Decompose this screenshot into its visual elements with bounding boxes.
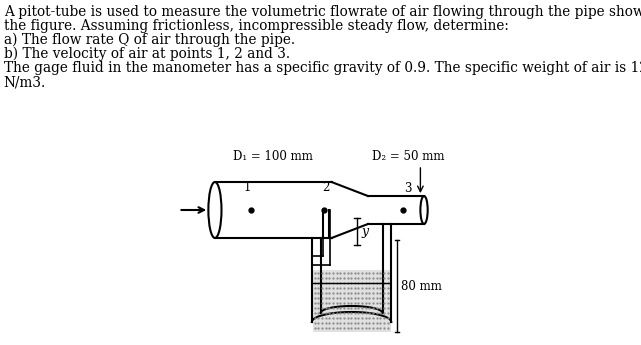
Text: The gage fluid in the manometer has a specific gravity of 0.9. The specific weig: The gage fluid in the manometer has a sp… [4, 61, 641, 75]
Text: 2: 2 [322, 181, 329, 194]
Text: the figure. Assuming frictionless, incompressible steady flow, determine:: the figure. Assuming frictionless, incom… [4, 19, 508, 33]
Bar [313, 270, 390, 332]
Text: 3: 3 [404, 182, 412, 195]
Text: b) The velocity of air at points 1, 2 and 3.: b) The velocity of air at points 1, 2 an… [4, 47, 290, 61]
Text: y: y [362, 225, 369, 238]
Text: D₂ = 50 mm: D₂ = 50 mm [372, 150, 444, 163]
Text: 80 mm: 80 mm [401, 279, 442, 293]
Text: 1: 1 [244, 181, 251, 194]
Text: D₁ = 100 mm: D₁ = 100 mm [233, 150, 313, 163]
Text: A pitot-tube is used to measure the volumetric flowrate of air flowing through t: A pitot-tube is used to measure the volu… [4, 5, 641, 19]
Text: N/m3.: N/m3. [4, 75, 46, 89]
Text: a) The flow rate Q of air through the pipe.: a) The flow rate Q of air through the pi… [4, 33, 295, 47]
